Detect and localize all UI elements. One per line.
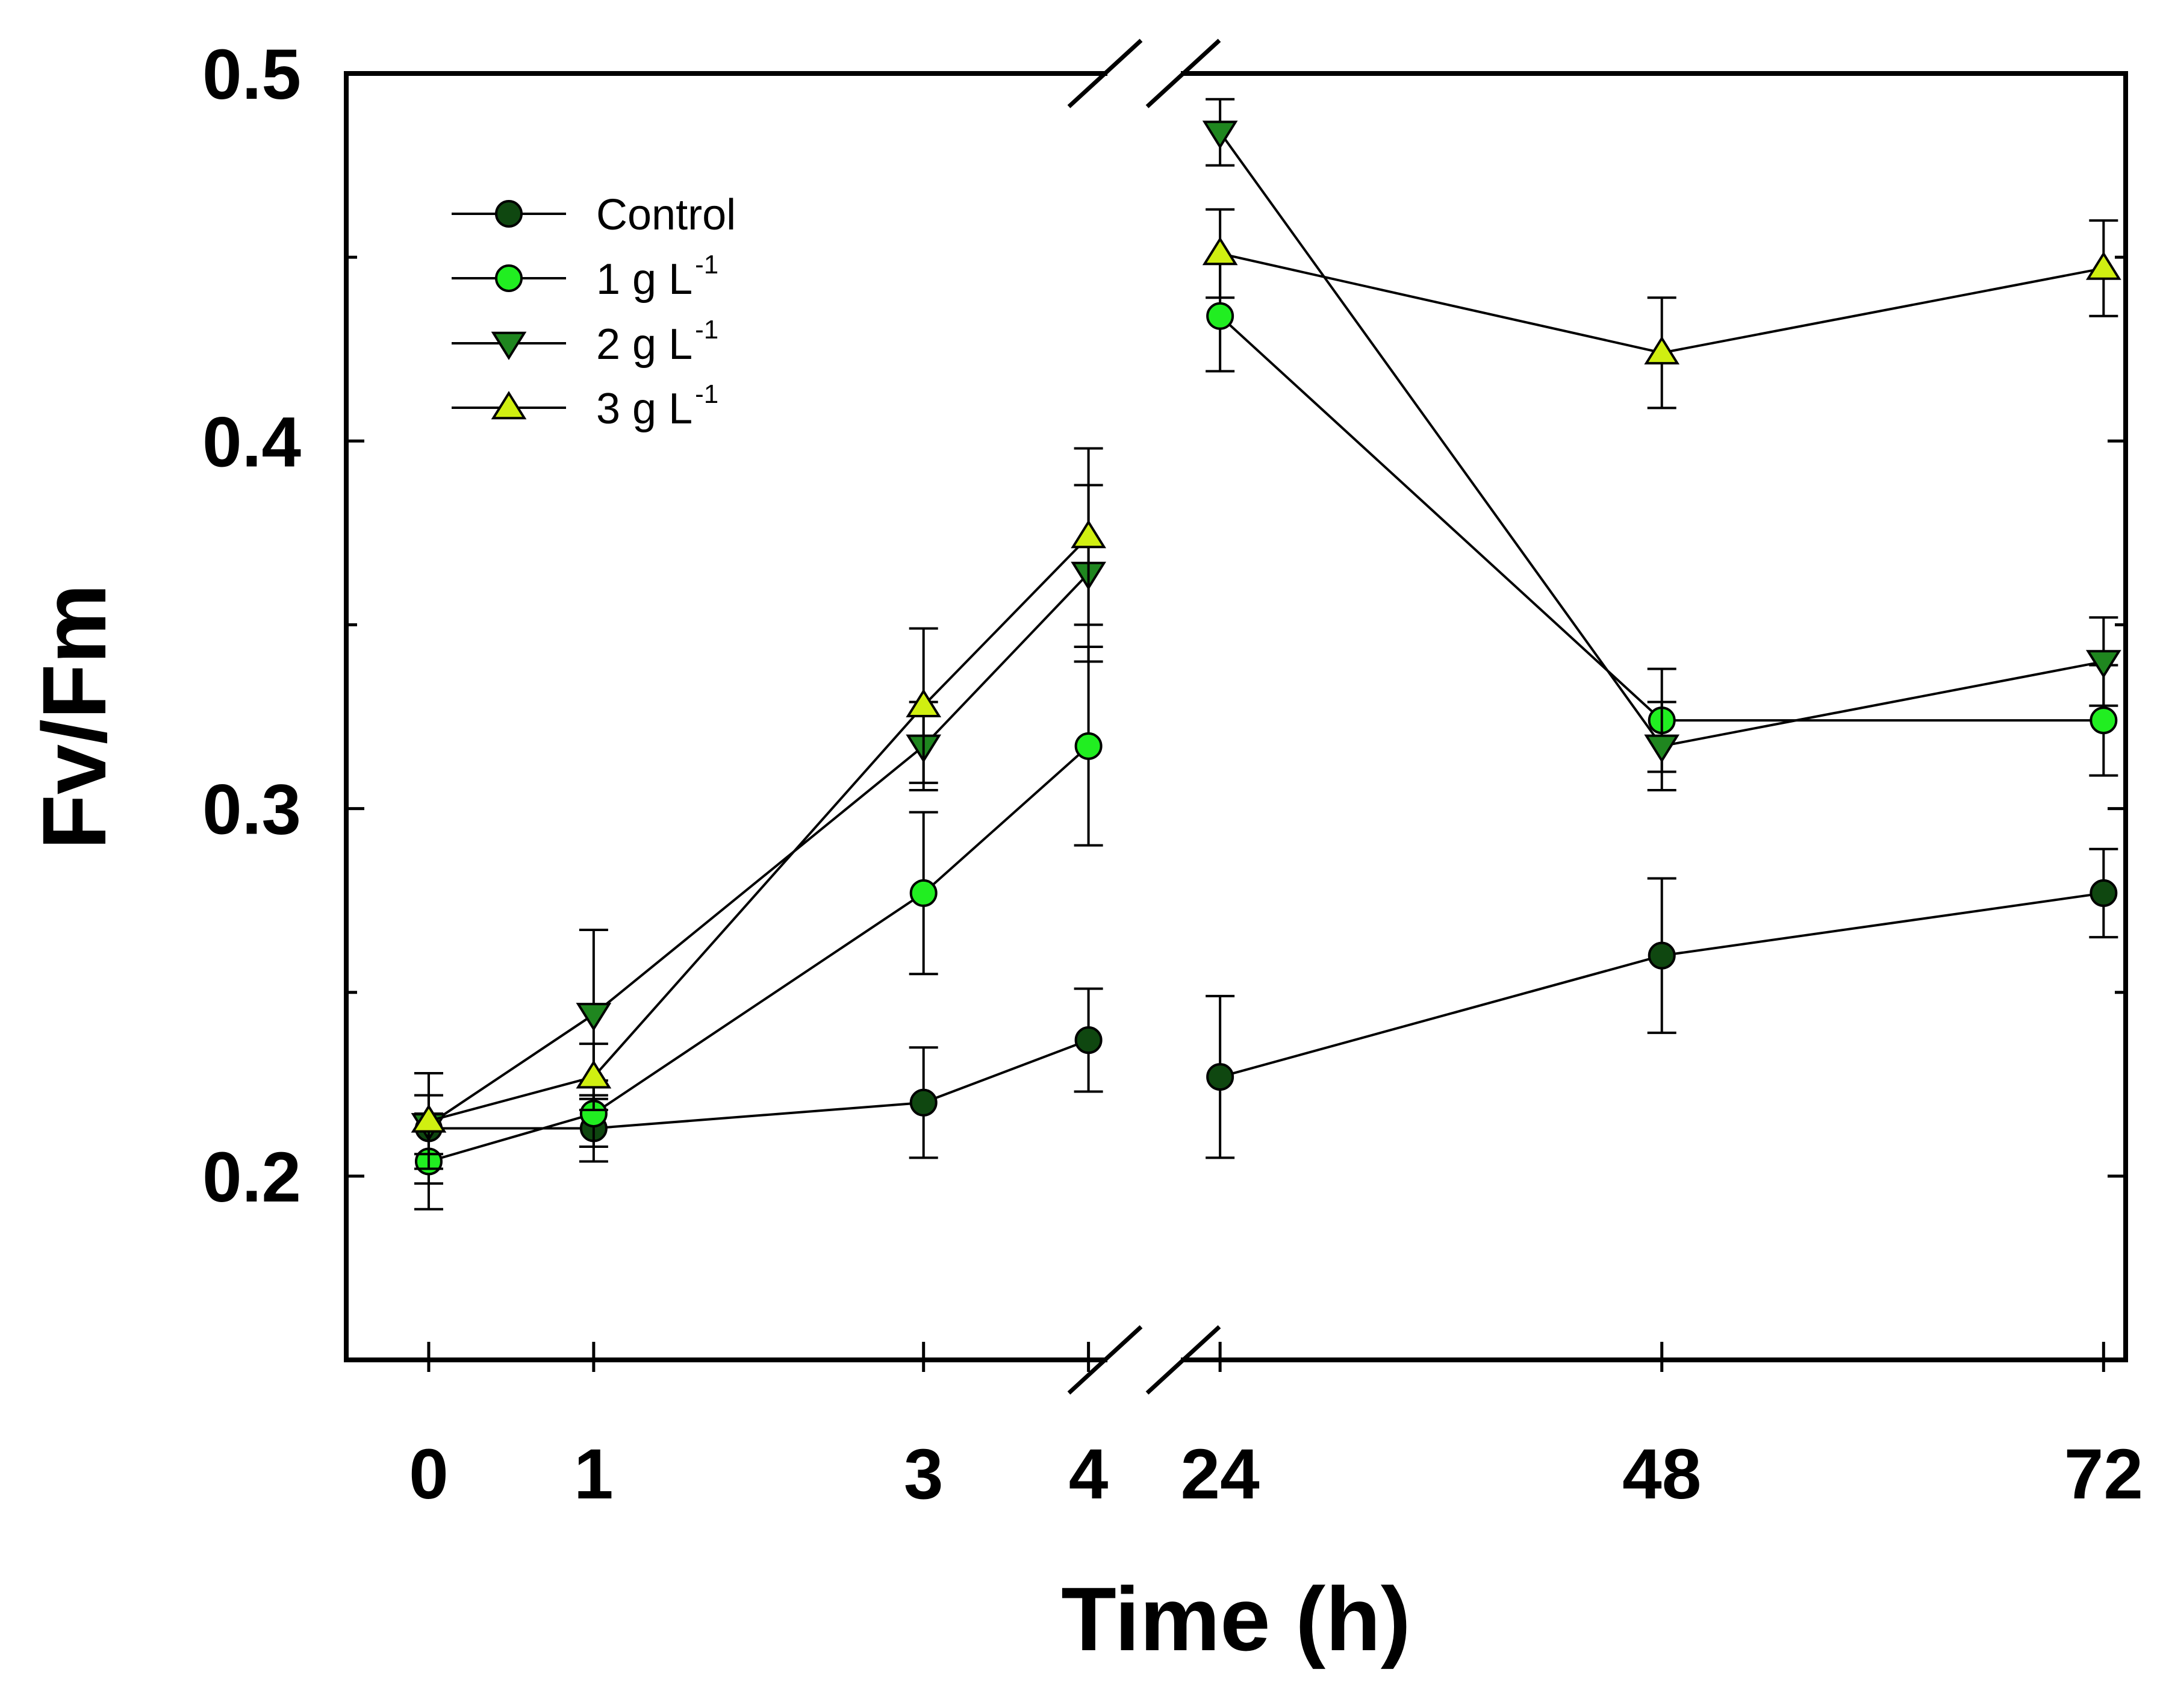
legend-marker [495,264,523,292]
x-tick-label: 72 [2064,1435,2143,1514]
data-point [2090,879,2118,907]
legend-item: 1 g L -1 [452,250,718,304]
data-point [1648,941,1676,970]
legend-label: Control [596,191,736,239]
y-tick-label: 0.4 [202,402,301,482]
data-point [906,688,942,717]
data-point [1206,1063,1234,1091]
series-line [428,1039,1089,1130]
legend-label: 3 g L [596,385,692,433]
series-layer [411,98,2121,1211]
x-tick-label: 0 [409,1435,449,1514]
data-point [576,1060,612,1089]
legend-marker [491,331,527,360]
axis-break-mark [1067,39,1143,108]
legend-label-superscript: -1 [695,315,718,344]
data-point [1071,520,1106,549]
x-axis: 0 1 3 4 24 48 72 [409,1342,2143,1514]
legend-marker [495,200,523,228]
axis-break-mark [1145,39,1221,108]
y-tick-label: 0.2 [202,1138,301,1217]
data-point [2085,251,2121,280]
axis-break-marks [1067,39,1221,1395]
legend-label-superscript: -1 [695,379,718,409]
legend-marker [491,391,527,420]
legend-item: 3 g L -1 [452,379,718,433]
data-point [909,1088,938,1117]
x-tick-label: 3 [904,1435,944,1514]
y-tick-label: 0.3 [202,770,301,850]
series-4 [411,208,2121,1170]
legend-item: Control [452,191,736,239]
axis-break-mark [1067,1325,1143,1395]
series-3 [411,98,2121,1156]
y-axis: 0.2 0.3 0.4 0.5 [202,35,2126,1217]
data-point [1206,302,1234,330]
x-tick-label: 48 [1622,1435,1701,1514]
series-1 [414,847,2118,1185]
data-point [1074,1026,1103,1055]
series-line [428,572,1090,1126]
legend-item: 2 g L -1 [452,315,718,369]
data-point [2085,650,2121,679]
axis-break-mark [1145,1325,1221,1395]
x-tick-label: 24 [1181,1435,1260,1514]
series-2 [414,260,2118,1211]
y-axis-title: Fv/Fm [23,584,125,850]
plot-frame [344,71,2128,1362]
data-point [1644,335,1680,365]
series-line [428,745,1089,1163]
series-line [1219,131,2104,748]
y-tick-label: 0.5 [202,35,301,114]
data-point [909,879,938,907]
data-point [1202,120,1238,149]
data-point [1074,732,1103,760]
x-axis-title: Time (h) [1061,1568,1411,1669]
data-point [1644,734,1680,763]
x-tick-label: 4 [1069,1435,1109,1514]
data-point [576,1003,612,1032]
series-line [428,535,1090,1123]
data-point [411,1104,447,1133]
legend-label: 2 g L [596,320,692,369]
legend-label: 1 g L [596,255,692,304]
legend-label-superscript: -1 [695,250,718,279]
data-point [1202,237,1238,266]
x-tick-label: 1 [574,1435,614,1514]
data-point [2090,706,2118,735]
